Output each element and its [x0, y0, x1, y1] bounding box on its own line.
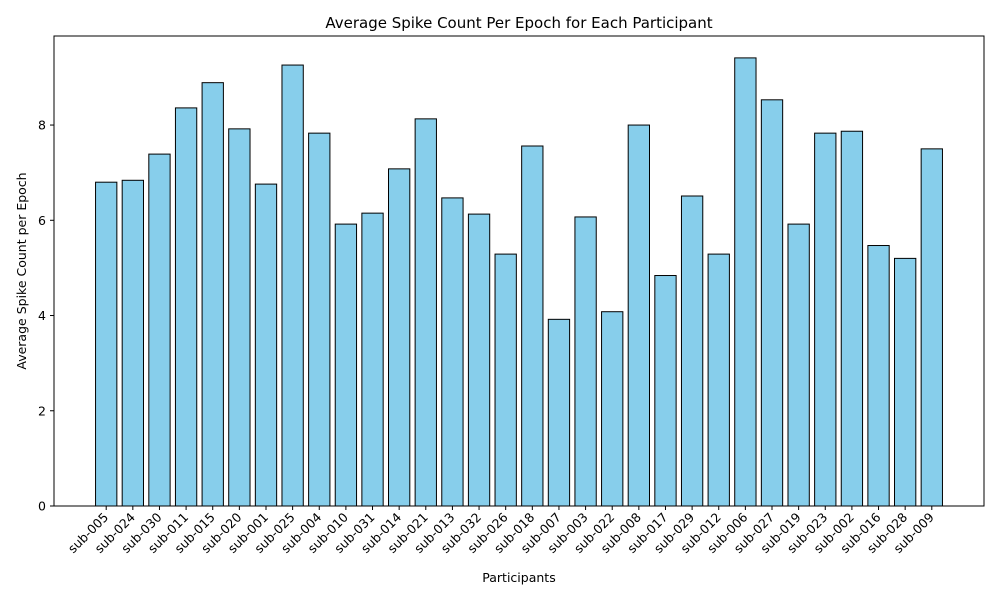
bars-layer: [95, 57, 943, 507]
x-axis-label: Participants: [482, 570, 555, 585]
plot-area-frame: [53, 35, 985, 507]
bar-sub-003: [574, 216, 597, 507]
bar-sub-024: [121, 179, 144, 507]
bar-sub-012: [707, 253, 730, 507]
bar-sub-007: [547, 318, 571, 507]
bar-sub-015: [201, 82, 224, 507]
bar-sub-018: [521, 145, 544, 507]
bar-sub-028: [894, 257, 917, 507]
bar-sub-031: [361, 212, 384, 507]
chart-title: Average Spike Count Per Epoch for Each P…: [325, 14, 712, 32]
bar-sub-011: [174, 107, 198, 507]
bar-sub-010: [334, 223, 358, 507]
bar-sub-017: [654, 275, 677, 507]
bar-sub-023: [814, 132, 837, 507]
bar-sub-002: [840, 130, 864, 507]
bar-sub-030: [148, 153, 171, 507]
y-tick-label: 4: [38, 308, 46, 323]
bar-sub-013: [441, 197, 464, 507]
bar-sub-016: [867, 245, 890, 507]
bar-sub-025: [281, 64, 304, 507]
bar-sub-032: [467, 213, 491, 507]
y-tick-label: 0: [38, 499, 46, 514]
y-tick-label: 6: [38, 213, 46, 228]
bar-sub-006: [734, 57, 757, 507]
bar-sub-019: [787, 223, 810, 507]
y-tick-label: 8: [38, 118, 46, 133]
bar-sub-021: [414, 118, 437, 507]
bar-sub-020: [228, 128, 251, 507]
y-tick-label: 2: [38, 403, 46, 418]
bar-sub-009: [920, 148, 943, 507]
bar-sub-027: [760, 99, 784, 507]
bar-sub-004: [308, 132, 331, 507]
bar-sub-022: [601, 311, 624, 507]
y-axis-label: Average Spike Count per Epoch: [14, 172, 29, 369]
y-axis-ticks: 0 2 4 6 8: [38, 118, 54, 514]
bar-sub-008: [627, 124, 651, 507]
bar-sub-005: [95, 181, 118, 507]
bar-sub-026: [494, 253, 517, 507]
bar-sub-029: [680, 195, 704, 507]
bar-sub-014: [388, 168, 411, 507]
bar-sub-001: [254, 183, 278, 507]
